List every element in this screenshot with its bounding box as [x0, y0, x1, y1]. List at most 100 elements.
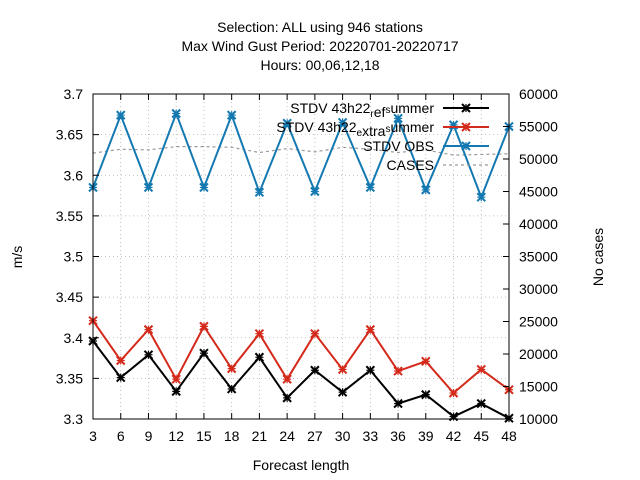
data-point [310, 186, 320, 197]
legend-label: STDV OBS [363, 138, 434, 154]
x-tick-label: 3 [89, 428, 97, 444]
data-point [365, 182, 376, 193]
y-tick-label: 3.7 [64, 86, 84, 102]
y-axis-label: m/s [9, 246, 25, 269]
x-tick-label: 48 [501, 428, 517, 444]
x-axis-label: Forecast length [253, 457, 350, 473]
y2-tick-label: 50000 [519, 151, 558, 167]
data-point [226, 363, 237, 374]
data-point [254, 328, 265, 339]
ticks: 3 6 9 12 15 18 21 24 27 30 33 36 39 42 45 483.33.353.43… [56, 86, 558, 444]
y2-tick-label: 45000 [519, 184, 558, 200]
data-point [365, 365, 376, 375]
data-point [421, 185, 431, 195]
x-tick-label: 9 [145, 428, 153, 444]
data-point [337, 387, 348, 397]
grid [93, 94, 509, 419]
data-point [199, 321, 209, 332]
y-tick-label: 3.45 [56, 289, 83, 305]
series-3 [92, 146, 510, 156]
title-line-1: Selection: ALL using 946 stations [217, 19, 423, 35]
y2-tick-label: 55000 [519, 119, 558, 135]
title-line-2: Max Wind Gust Period: 20220701-20220717 [181, 38, 458, 54]
x-tick-label: 21 [252, 428, 268, 444]
data-point [171, 386, 181, 397]
data-point [116, 110, 126, 120]
legend-label: STDV 43h22extrasummer [276, 119, 434, 139]
data-point [282, 374, 292, 384]
data-point [282, 393, 292, 403]
y-tick-label: 3.6 [64, 167, 84, 183]
data-point [199, 182, 209, 193]
data-point [254, 352, 265, 362]
data-point [393, 398, 403, 409]
data-point [116, 372, 126, 383]
data-point [226, 384, 237, 394]
series-2 [88, 108, 514, 202]
data-point [393, 366, 403, 376]
x-tick-label: 12 [168, 428, 184, 444]
data-point [421, 356, 431, 367]
x-tick-label: 33 [363, 428, 379, 444]
y2-tick-label: 60000 [519, 86, 558, 102]
data-point [476, 398, 486, 409]
data-point [476, 364, 486, 375]
y2-tick-label: 25000 [519, 314, 558, 330]
data-point [310, 328, 320, 339]
x-tick-label: 45 [473, 428, 489, 444]
y-tick-label: 3.3 [64, 411, 84, 427]
data-point [143, 182, 154, 193]
series-0 [88, 336, 514, 423]
legend-entry: CASES [387, 157, 489, 173]
legend-entry: STDV 43h22refsummer [290, 100, 489, 120]
series-layer [88, 108, 514, 423]
legend-label: STDV 43h22refsummer [290, 100, 434, 120]
series-line [92, 110, 510, 200]
data-point [226, 110, 237, 120]
data-point [171, 108, 181, 119]
y-tick-label: 3.5 [64, 249, 84, 265]
y2-axis-label: No cases [590, 228, 606, 286]
data-point [476, 192, 486, 202]
y2-tick-label: 15000 [519, 379, 558, 395]
y-tick-label: 3.55 [56, 208, 83, 224]
data-point [254, 187, 265, 198]
y2-tick-label: 35000 [519, 249, 558, 265]
y2-tick-label: 10000 [519, 411, 558, 427]
data-point [143, 324, 154, 335]
x-tick-label: 15 [196, 428, 212, 444]
data-point [282, 118, 292, 128]
x-tick-label: 24 [279, 428, 295, 444]
x-tick-label: 42 [446, 428, 462, 444]
data-point [337, 117, 348, 128]
data-point [310, 365, 320, 375]
y-tick-label: 3.35 [56, 370, 83, 386]
x-tick-label: 18 [224, 428, 240, 444]
y2-tick-label: 30000 [519, 281, 558, 297]
x-tick-label: 27 [307, 428, 323, 444]
data-point [393, 113, 403, 124]
x-tick-label: 36 [390, 428, 406, 444]
data-point [143, 350, 154, 360]
data-point [171, 374, 181, 384]
y-tick-label: 3.65 [56, 127, 83, 143]
x-tick-label: 39 [418, 428, 434, 444]
legend-entry: STDV 43h22extrasummer [276, 119, 489, 139]
legend-marker [461, 141, 471, 151]
x-tick-label: 6 [117, 428, 125, 444]
series-line [92, 146, 510, 156]
data-point [421, 389, 431, 400]
data-point [448, 388, 459, 398]
legend-entry: STDV OBS [363, 138, 489, 154]
data-point [199, 348, 209, 358]
legend-marker [461, 103, 471, 113]
y2-tick-label: 40000 [519, 216, 558, 232]
series-line [92, 320, 510, 395]
data-point [365, 324, 376, 335]
x-tick-label: 30 [335, 428, 351, 444]
series-line [92, 340, 510, 420]
data-point [116, 355, 126, 366]
data-point [337, 364, 348, 375]
title-line-3: Hours: 00,06,12,18 [260, 57, 379, 73]
